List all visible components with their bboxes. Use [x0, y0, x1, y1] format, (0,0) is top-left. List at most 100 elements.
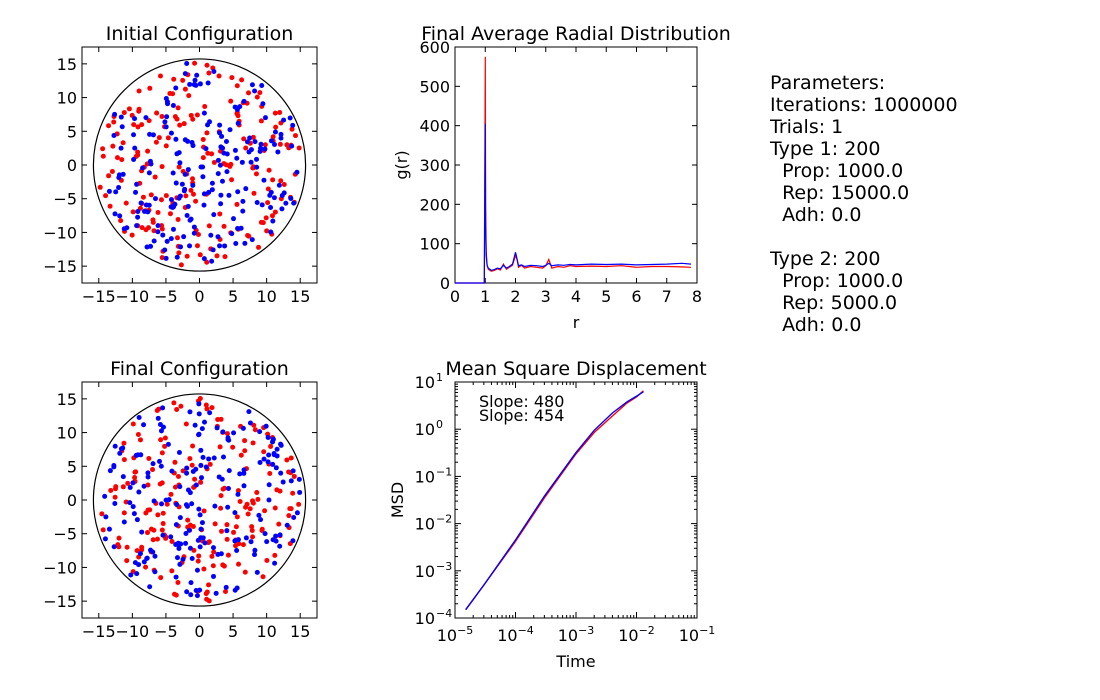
- particle-type1: [229, 75, 235, 81]
- particle-type2: [176, 450, 182, 456]
- particle-type2: [246, 409, 252, 415]
- particle-type2: [268, 189, 274, 195]
- particle-type1: [249, 524, 255, 530]
- particle-type1: [243, 145, 249, 151]
- particle-type2: [181, 188, 187, 194]
- particle-type2: [187, 409, 193, 415]
- boundary-circle: [92, 58, 307, 272]
- particle-type1: [212, 521, 218, 527]
- particle-type1: [277, 110, 283, 115]
- particle-type1: [172, 459, 178, 465]
- particle-type2: [193, 482, 199, 488]
- particle-type2: [249, 82, 255, 88]
- particle-type1: [274, 487, 280, 493]
- iterations-text: Iterations: 1000000: [770, 94, 958, 116]
- particle-type1: [135, 431, 141, 437]
- particle-type1: [224, 536, 230, 542]
- type2-prop-text: Prop: 1000.0: [770, 270, 904, 292]
- y-tick-label: 15: [57, 390, 77, 409]
- type2-count-text: Type 2: 200: [770, 248, 881, 270]
- particle-type1: [222, 485, 227, 491]
- particle-type1: [190, 443, 196, 449]
- particle-type1: [201, 566, 207, 572]
- particle-type1: [175, 105, 181, 111]
- x-axis-label: r: [573, 313, 580, 332]
- particle-type2: [258, 141, 264, 147]
- particle-type2: [241, 98, 247, 104]
- particle-type1: [273, 124, 279, 130]
- particle-type1: [272, 505, 278, 511]
- particle-type2: [173, 136, 179, 142]
- particle-type2: [112, 500, 118, 506]
- y-axis-label: MSD: [388, 482, 407, 518]
- particle-type2: [222, 243, 228, 249]
- particle-type2: [183, 531, 189, 537]
- particle-type2: [160, 232, 166, 238]
- particle-type2: [173, 522, 179, 528]
- particle-type1: [225, 552, 231, 558]
- particle-type2: [185, 203, 191, 209]
- particle-type2: [229, 231, 235, 237]
- particle-type2: [160, 405, 166, 411]
- particle-type2: [277, 543, 283, 549]
- particle-type2: [133, 189, 139, 195]
- particle-type2: [174, 502, 180, 508]
- particle-type1: [231, 529, 237, 535]
- particle-type2: [201, 191, 207, 197]
- particle-type2: [209, 187, 215, 193]
- particle-type1: [139, 547, 145, 553]
- x-tick-label: 5: [601, 287, 611, 306]
- particle-type2: [201, 110, 207, 116]
- particle-type2: [281, 117, 287, 123]
- particle-type2: [213, 590, 219, 596]
- particle-type1: [229, 177, 235, 183]
- particle-type2: [232, 510, 238, 516]
- x-tick-label: 4: [571, 287, 581, 306]
- particle-type2: [239, 159, 245, 165]
- particle-type1: [201, 508, 207, 514]
- particle-type2: [168, 534, 174, 540]
- particle-type1: [174, 235, 180, 241]
- particle-type1: [124, 544, 130, 550]
- particle-type1: [296, 501, 302, 507]
- particle-type2: [232, 104, 238, 110]
- particle-type1: [100, 146, 106, 152]
- particle-type1: [241, 136, 247, 142]
- particle-type2: [170, 170, 176, 176]
- particle-type2: [170, 103, 176, 109]
- particle-type1: [233, 524, 239, 530]
- particle-type1: [125, 480, 131, 486]
- x-tick-label: 2: [510, 287, 520, 306]
- particle-type2: [218, 192, 224, 198]
- particle-type2: [102, 536, 108, 542]
- particle-type2: [254, 199, 260, 205]
- y-tick-label: 400: [419, 117, 450, 136]
- particle-type1: [130, 209, 136, 215]
- particle-type1: [150, 537, 156, 543]
- particle-type1: [234, 201, 240, 207]
- x-tick-label: 1: [480, 287, 490, 306]
- particle-type2: [234, 155, 240, 161]
- particle-type1: [206, 223, 212, 229]
- particle-type1: [211, 549, 217, 555]
- particle-type1: [259, 527, 265, 533]
- particle-type2: [266, 482, 272, 488]
- x-tick-label: 15: [290, 287, 310, 306]
- particle-type1: [153, 139, 159, 145]
- particle-type1: [174, 406, 180, 412]
- y-tick-label: 100: [419, 235, 450, 254]
- particle-type2: [131, 156, 137, 162]
- particle-type2: [274, 446, 280, 452]
- particle-type1: [209, 151, 215, 157]
- particle-type2: [134, 571, 140, 577]
- particle-type1: [158, 437, 164, 443]
- particle-type2: [197, 587, 203, 593]
- particle-type2: [176, 150, 182, 156]
- y-tick-label: −10: [43, 223, 77, 242]
- particle-type2: [259, 202, 265, 208]
- particle-type2: [180, 556, 186, 562]
- particle-type1: [264, 228, 270, 234]
- particle-type2: [188, 592, 194, 598]
- particle-type1: [159, 255, 165, 261]
- particle-type1: [216, 73, 222, 79]
